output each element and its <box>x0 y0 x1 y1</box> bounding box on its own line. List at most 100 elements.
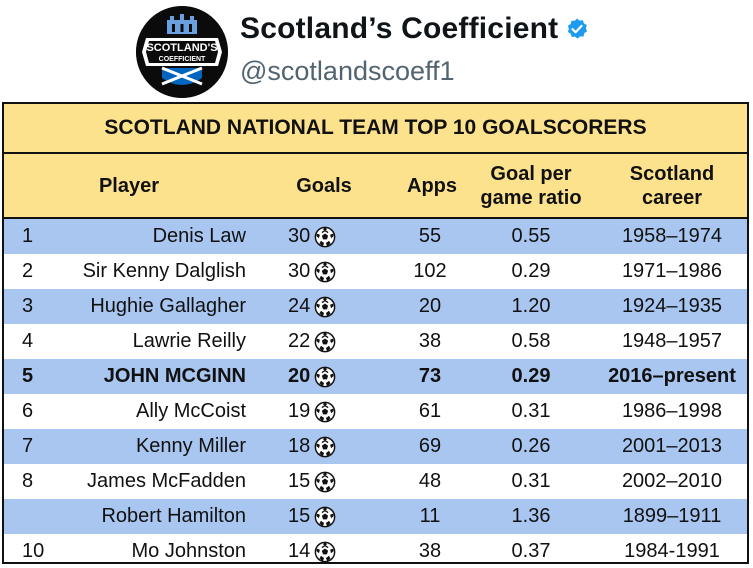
apps-cell: 11 <box>419 505 441 527</box>
football-icon <box>314 541 336 562</box>
header-goals: Goals <box>296 174 352 197</box>
ratio-cell: 0.55 <box>511 225 551 247</box>
name-row: Scotland’s Coefficient <box>240 12 589 46</box>
career-cell: 2016–present <box>608 365 736 387</box>
rank-cell: 4 <box>22 330 34 352</box>
player-cell: James McFadden <box>87 470 246 492</box>
ratio-cell: 0.31 <box>511 400 551 422</box>
goalscorers-table: SCOTLAND NATIONAL TEAM TOP 10 GOALSCORER… <box>2 102 749 564</box>
goals-value: 30 <box>288 225 311 247</box>
apps-cell: 69 <box>418 435 442 457</box>
account-header: SCOTLAND'S COEFFICIENT Scotland’s Coeffi… <box>0 0 753 100</box>
player-cell: Lawrie Reilly <box>132 330 246 352</box>
career-cell: 1899–1911 <box>622 505 722 527</box>
player-cell: Mo Johnston <box>131 540 246 562</box>
player-cell: JOHN MCGINN <box>103 365 246 387</box>
football-icon <box>314 506 336 527</box>
goals-cell: 19 <box>288 394 360 429</box>
table-row: 4 Lawrie Reilly 22 38 0.58 1948–1957 <box>4 324 747 359</box>
rank-cell: 10 <box>22 540 45 562</box>
ratio-cell: 0.31 <box>511 470 551 492</box>
goals-cell: 20 <box>288 359 360 394</box>
ratio-cell: 0.58 <box>511 330 551 352</box>
football-icon <box>314 471 336 492</box>
goals-cell: 24 <box>288 289 360 324</box>
goals-value: 19 <box>288 400 311 422</box>
table-row: 3 Hughie Gallagher 24 20 1.20 1924–1935 <box>4 289 747 324</box>
career-cell: 1986–1998 <box>621 400 723 422</box>
ratio-cell: 0.29 <box>511 260 551 282</box>
player-cell: Kenny Miller <box>135 435 246 457</box>
goals-value: 22 <box>288 330 311 352</box>
header-ratio-line2: game ratio <box>480 186 582 209</box>
svg-text:SCOTLAND'S: SCOTLAND'S <box>146 42 217 54</box>
avatar[interactable]: SCOTLAND'S COEFFICIENT <box>136 6 228 98</box>
table-row: 10 Mo Johnston 14 38 0.37 1984-1991 <box>4 534 747 562</box>
rank-cell: 3 <box>22 295 34 317</box>
header-career: Scotland career <box>596 154 747 217</box>
apps-cell: 73 <box>418 365 442 387</box>
career-cell: 1948–1957 <box>621 330 723 352</box>
table-row: 7 Kenny Miller 18 69 0.26 2001–2013 <box>4 429 747 464</box>
football-icon <box>314 226 336 247</box>
goals-cell: 15 <box>288 499 360 534</box>
apps-cell: 20 <box>418 295 442 317</box>
goals-cell: 22 <box>288 324 360 359</box>
ratio-cell: 0.37 <box>511 540 551 562</box>
apps-cell: 55 <box>418 225 442 247</box>
football-icon <box>314 296 336 317</box>
goals-cell: 18 <box>288 429 360 464</box>
player-cell: Sir Kenny Dalglish <box>82 260 246 282</box>
football-icon <box>314 366 336 387</box>
player-cell: Ally McCoist <box>135 400 246 422</box>
player-cell: Robert Hamilton <box>101 505 246 527</box>
svg-text:COEFFICIENT: COEFFICIENT <box>159 56 206 63</box>
apps-cell: 38 <box>418 540 442 562</box>
career-cell: 2002–2010 <box>621 470 723 492</box>
football-icon <box>314 261 336 282</box>
career-cell: 1984-1991 <box>624 540 720 562</box>
ratio-cell: 1.36 <box>511 505 551 527</box>
career-cell: 1971–1986 <box>621 260 723 282</box>
display-name[interactable]: Scotland’s Coefficient <box>240 12 559 45</box>
table-row: Robert Hamilton 15 11 1.36 1899–1911 <box>4 499 747 534</box>
header-apps: Apps <box>407 174 457 197</box>
ratio-cell: 1.20 <box>511 295 551 317</box>
table-header-row: Player Goals Apps Goal per game ratio Sc… <box>4 154 747 219</box>
handle[interactable]: @scotlandscoeff1 <box>240 56 455 86</box>
header-ratio: Goal per game ratio <box>470 154 592 217</box>
scotlands-coefficient-logo-icon: SCOTLAND'S COEFFICIENT <box>136 6 228 98</box>
table-row: 8 James McFadden 15 48 0.31 2002–2010 <box>4 464 747 499</box>
header-career-line2: career <box>641 186 703 209</box>
goals-cell: 14 <box>288 534 360 562</box>
ratio-cell: 0.26 <box>511 435 551 457</box>
rank-cell: 8 <box>22 470 34 492</box>
table-row: 6 Ally McCoist 19 61 0.31 1986–1998 <box>4 394 747 429</box>
goals-value: 30 <box>288 260 311 282</box>
goals-value: 20 <box>288 365 311 387</box>
goals-cell: 30 <box>288 254 360 289</box>
header-ratio-line1: Goal per <box>490 162 572 185</box>
table-title: SCOTLAND NATIONAL TEAM TOP 10 GOALSCORER… <box>4 104 747 154</box>
football-icon <box>314 401 336 422</box>
goals-cell: 15 <box>288 464 360 499</box>
rank-cell: 7 <box>22 435 34 457</box>
apps-cell: 48 <box>418 470 442 492</box>
goals-value: 15 <box>288 470 311 492</box>
goals-value: 24 <box>288 295 311 317</box>
career-cell: 1958–1974 <box>621 225 723 247</box>
career-cell: 1924–1935 <box>621 295 723 317</box>
career-cell: 2001–2013 <box>621 435 723 457</box>
table-body: 1 Denis Law 30 55 0.55 1958–1974 2 Sir K… <box>4 219 747 562</box>
player-cell: Denis Law <box>152 225 246 247</box>
header-career-line1: Scotland <box>629 162 715 185</box>
football-icon <box>314 436 336 457</box>
goals-value: 14 <box>288 540 311 562</box>
rank-cell: 6 <box>22 400 34 422</box>
football-icon <box>314 331 336 352</box>
goals-cell: 30 <box>288 219 360 254</box>
table-row: 1 Denis Law 30 55 0.55 1958–1974 <box>4 219 747 254</box>
verified-badge-icon[interactable] <box>565 17 589 41</box>
header-player: Player <box>98 174 160 197</box>
player-cell: Hughie Gallagher <box>90 295 246 317</box>
